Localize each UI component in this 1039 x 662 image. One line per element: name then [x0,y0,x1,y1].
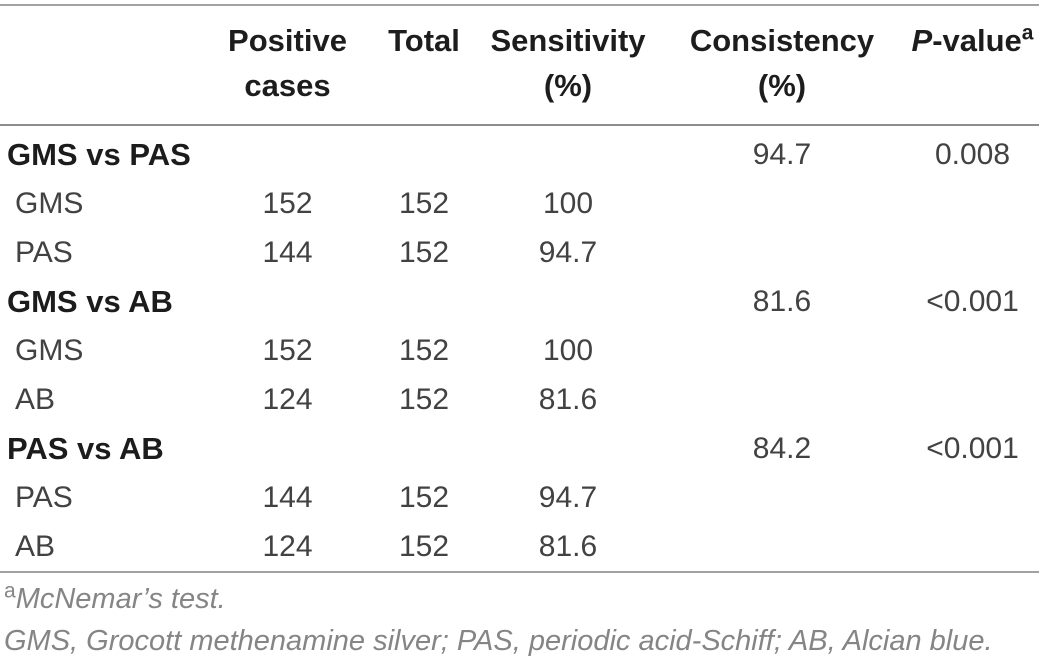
cell-label: GMS [15,333,84,367]
footnote-mcnemar: aMcNemar’s test. [4,578,1039,620]
header-cell-label [0,5,205,126]
cell-label: AB [15,382,56,416]
header-cell-consistency: Consistency (%) [658,5,906,126]
cell-label: PAS [15,480,73,514]
cell-consistency: 81.6 [752,284,812,318]
cell-pvalue [906,473,1039,522]
cell-pvalue [906,179,1039,228]
header-pvalue: P-valuea [906,18,1039,63]
cell-consistency [658,522,906,572]
cell-sensitivity [478,125,658,179]
cell-pvalue [906,228,1039,277]
table-body: GMS vs PAS 94.7 0.008 GMS 152 152 100 PA… [0,125,1039,572]
cell-total: 152 [398,529,450,563]
cell-sensitivity: 94.7 [538,235,598,269]
table-row-gms: GMS 152 152 100 [0,326,1039,375]
cell-positive: 124 [262,382,313,416]
cell-positive [205,424,370,473]
footnote-abbreviations-text: GMS, Grocott methenamine silver; PAS, pe… [4,625,993,657]
cell-sensitivity [478,277,658,326]
header-cell-sensitivity: Sensitivity (%) [478,5,658,126]
header-positive-line1: Positive [228,23,347,58]
cell-positive [205,277,370,326]
cell-label: PAS vs AB [7,430,164,466]
footnote-abbreviations: GMS, Grocott methenamine silver; PAS, pe… [4,620,1039,662]
cell-total: 152 [398,480,450,514]
cell-pvalue [906,522,1039,572]
header-positive-line2: cases [244,68,331,103]
table-header: Positive cases Total Sensitivity (%) Con… [0,5,1039,126]
cell-sensitivity: 100 [542,186,594,220]
header-cell-pvalue: P-valuea [906,5,1039,126]
table-row-ab: AB 124 152 81.6 [0,375,1039,424]
cell-positive: 152 [262,333,313,367]
header-total-line1: Total [388,23,460,58]
cell-positive: 152 [262,186,313,220]
table-row-gms: GMS 152 152 100 [0,179,1039,228]
cell-positive [205,125,370,179]
table-row-pas: PAS 144 152 94.7 [0,228,1039,277]
cell-pvalue [906,375,1039,424]
header-cell-total: Total [370,5,478,126]
cell-consistency: 94.7 [752,137,812,171]
cell-total: 152 [398,235,450,269]
cell-total [370,424,478,473]
table-row-ab: AB 124 152 81.6 [0,522,1039,572]
cell-pvalue: 0.008 [934,137,1011,171]
cell-pvalue: <0.001 [926,284,1019,318]
cell-sensitivity: 94.7 [538,480,598,514]
footnote-mcnemar-text: McNemar’s test. [15,583,226,615]
cell-positive: 144 [262,480,313,514]
cell-consistency [658,375,906,424]
cell-consistency [658,228,906,277]
header-sensitivity-line2: (%) [543,68,593,103]
cell-label: AB [15,529,56,563]
cell-sensitivity [478,424,658,473]
cell-total: 152 [398,382,450,416]
cell-total: 152 [398,333,450,367]
cell-label: GMS vs PAS [7,136,191,172]
cell-total [370,277,478,326]
pvalue-rest: -value [932,23,1022,58]
comparison-table: Positive cases Total Sensitivity (%) Con… [0,4,1039,573]
cell-positive: 124 [262,529,313,563]
header-row: Positive cases Total Sensitivity (%) Con… [0,5,1039,126]
header-cell-positive-cases: Positive cases [205,5,370,126]
footnote-superscript: a [4,579,16,603]
header-consistency-line2: (%) [757,68,807,103]
group-row-pas-vs-ab: PAS vs AB 84.2 <0.001 [0,424,1039,473]
header-consistency-line1: Consistency [689,23,875,58]
table-row-pas: PAS 144 152 94.7 [0,473,1039,522]
pvalue-italic-p: P [911,23,933,58]
cell-pvalue [906,326,1039,375]
cell-sensitivity: 100 [542,333,594,367]
cell-total [370,125,478,179]
cell-sensitivity: 81.6 [538,529,598,563]
cell-label: PAS [15,235,73,269]
table-footnotes: aMcNemar’s test. GMS, Grocott methenamin… [0,578,1039,662]
group-row-gms-vs-ab: GMS vs AB 81.6 <0.001 [0,277,1039,326]
cell-total: 152 [398,186,450,220]
cell-consistency: 84.2 [752,431,812,465]
cell-label: GMS vs AB [7,283,173,319]
cell-consistency [658,473,906,522]
cell-sensitivity: 81.6 [538,382,598,416]
cell-positive: 144 [262,235,313,269]
header-sensitivity-line1: Sensitivity [490,23,646,58]
pvalue-superscript: a [1021,21,1034,45]
cell-label: GMS [15,186,84,220]
cell-consistency [658,179,906,228]
cell-consistency [658,326,906,375]
cell-pvalue: <0.001 [926,431,1019,465]
group-row-gms-vs-pas: GMS vs PAS 94.7 0.008 [0,125,1039,179]
